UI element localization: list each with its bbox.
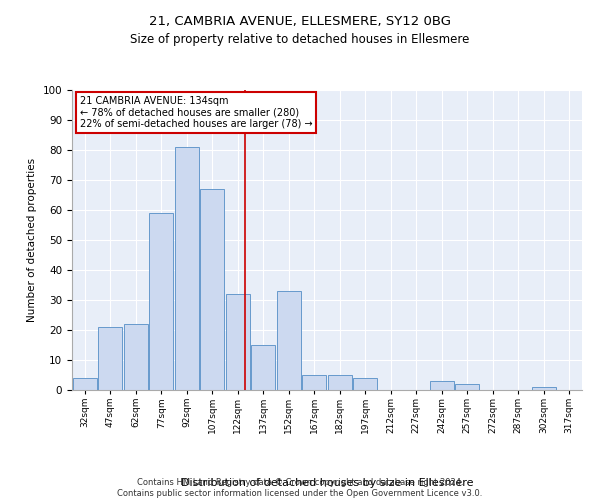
Bar [200,189,224,390]
Bar [455,384,479,390]
X-axis label: Distribution of detached houses by size in Ellesmere: Distribution of detached houses by size … [181,478,473,488]
Bar [302,375,326,390]
Bar [124,324,148,390]
Y-axis label: Number of detached properties: Number of detached properties [27,158,37,322]
Bar [430,381,454,390]
Bar [532,387,556,390]
Text: Contains HM Land Registry data © Crown copyright and database right 2024.
Contai: Contains HM Land Registry data © Crown c… [118,478,482,498]
Bar [73,378,97,390]
Bar [226,294,250,390]
Bar [98,327,122,390]
Bar [328,375,352,390]
Text: Size of property relative to detached houses in Ellesmere: Size of property relative to detached ho… [130,32,470,46]
Bar [251,345,275,390]
Text: 21, CAMBRIA AVENUE, ELLESMERE, SY12 0BG: 21, CAMBRIA AVENUE, ELLESMERE, SY12 0BG [149,15,451,28]
Bar [353,378,377,390]
Bar [149,213,173,390]
Bar [175,147,199,390]
Bar [277,291,301,390]
Text: 21 CAMBRIA AVENUE: 134sqm
← 78% of detached houses are smaller (280)
22% of semi: 21 CAMBRIA AVENUE: 134sqm ← 78% of detac… [80,96,312,129]
